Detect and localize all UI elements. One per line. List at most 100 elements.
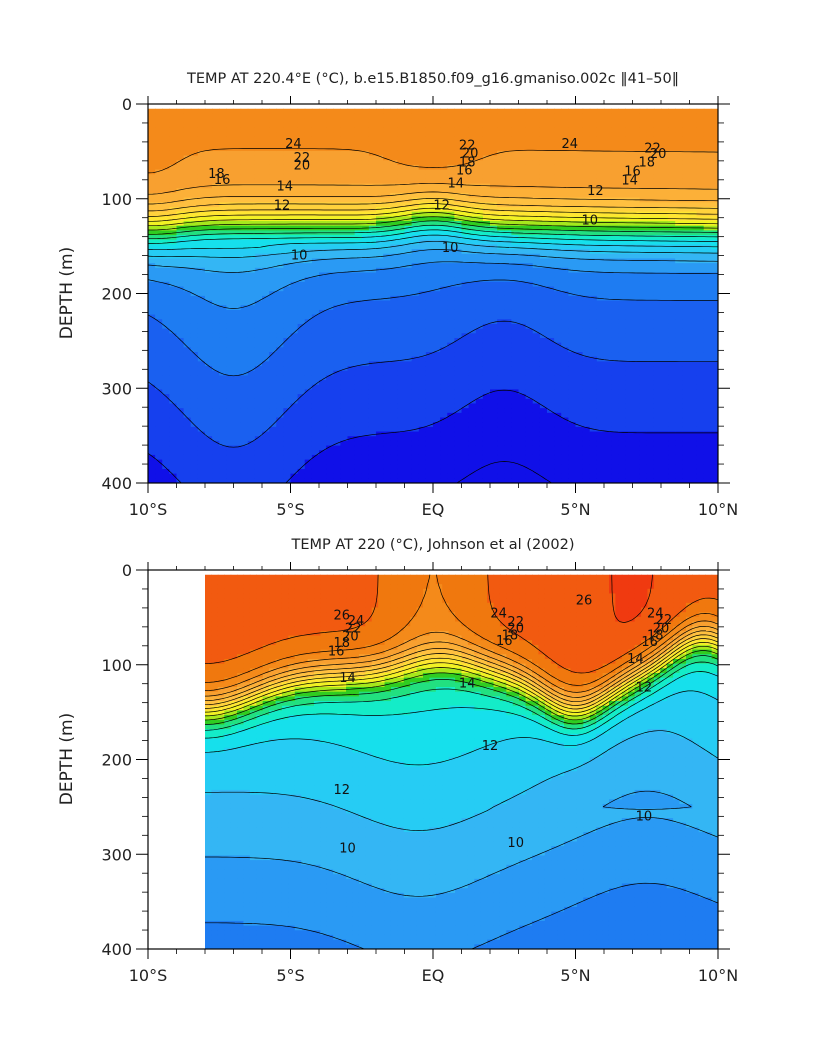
temperature-cell (482, 408, 491, 414)
temperature-cell (155, 464, 163, 470)
temperature-cell (269, 169, 277, 175)
temperature-cell (525, 206, 534, 213)
temperature-cell (254, 305, 263, 311)
temperature-cell (525, 366, 534, 372)
temperature-cell (539, 122, 548, 129)
temperature-cell (233, 235, 242, 241)
temperature-cell (269, 155, 277, 161)
temperature-cell (283, 267, 292, 274)
temperature-cell (276, 197, 284, 203)
temperature-cell (148, 150, 156, 157)
temperature-cell (368, 478, 377, 483)
temperature-cell (411, 113, 420, 119)
temperature-cell (383, 178, 391, 185)
temperature-cell (283, 440, 292, 447)
temperature-cell (155, 118, 163, 124)
temperature-cell (539, 225, 548, 231)
temperature-cell (262, 342, 270, 348)
temperature-cell (368, 319, 377, 325)
temperature-cell (397, 370, 406, 376)
temperature-cell (276, 300, 284, 306)
temperature-cell (269, 337, 277, 344)
temperature-cell (219, 384, 227, 391)
temperature-cell (547, 132, 555, 138)
temperature-cell (354, 366, 363, 372)
temperature-cell (254, 319, 263, 325)
temperature-cell (326, 272, 334, 278)
temperature-cell (532, 221, 541, 227)
temperature-cell (319, 249, 327, 255)
temperature-cell (233, 272, 242, 278)
temperature-cell (368, 272, 377, 278)
temperature-cell (497, 221, 505, 227)
temperature-cell (311, 314, 320, 320)
temperature-cell (468, 258, 477, 264)
temperature-cell (219, 221, 227, 227)
temperature-cell (518, 468, 527, 475)
temperature-cell (262, 440, 270, 447)
temperature-cell (219, 352, 227, 358)
temperature-cell (490, 389, 498, 395)
temperature-cell (561, 286, 569, 292)
temperature-cell (582, 478, 591, 483)
temperature-cell (433, 281, 441, 288)
temperature-cell (554, 230, 562, 236)
temperature-cell (304, 108, 313, 115)
temperature-cell (276, 239, 284, 246)
temperature-cell (333, 164, 341, 171)
temperature-cell (383, 202, 391, 208)
temperature-cell (368, 122, 377, 129)
temperature-cell (383, 249, 391, 255)
temperature-cell (468, 468, 477, 475)
temperature-cell (454, 478, 463, 483)
temperature-cell (440, 150, 448, 157)
temperature-cell (554, 459, 562, 465)
temperature-cell (176, 178, 185, 185)
temperature-cell (276, 221, 284, 227)
temperature-cell (240, 197, 249, 203)
temperature-cell (418, 361, 427, 367)
temperature-cell (383, 436, 391, 442)
temperature-cell (247, 216, 256, 222)
temperature-cell (397, 473, 406, 479)
temperature-cell (197, 258, 206, 264)
temperature-cell (212, 305, 220, 311)
temperature-cell (361, 370, 370, 376)
temperature-cell (433, 403, 441, 409)
temperature-cell (418, 286, 427, 292)
temperature-cell (304, 436, 313, 442)
temperature-cell (361, 230, 370, 236)
temperature-cell (311, 305, 320, 311)
temperature-cell (368, 422, 377, 428)
temperature-cell (404, 188, 413, 194)
temperature-cell (169, 272, 178, 278)
temperature-cell (347, 249, 356, 255)
temperature-cell (155, 160, 163, 166)
temperature-cell (575, 263, 584, 269)
temperature-cell (390, 113, 398, 119)
temperature-cell (532, 426, 541, 433)
temperature-cell (511, 450, 520, 456)
temperature-cell (475, 314, 484, 320)
temperature-cell (247, 426, 256, 433)
temperature-cell (162, 333, 170, 339)
temperature-cell (311, 328, 320, 334)
temperature-cell (532, 150, 541, 157)
temperature-cell (205, 291, 213, 297)
temperature-cell (425, 370, 434, 376)
temperature-cell (518, 277, 527, 283)
temperature-cell (539, 267, 548, 274)
temperature-cell (554, 295, 562, 302)
temperature-cell (183, 459, 192, 465)
temperature-cell (283, 281, 292, 288)
temperature-cell (554, 155, 562, 161)
temperature-cell (468, 408, 477, 414)
temperature-cell (482, 192, 491, 199)
temperature-cell (497, 235, 505, 241)
temperature-cell (311, 436, 320, 442)
temperature-cell (475, 370, 484, 376)
temperature-cell (461, 314, 470, 320)
temperature-cell (482, 253, 491, 260)
temperature-cell (497, 380, 505, 386)
